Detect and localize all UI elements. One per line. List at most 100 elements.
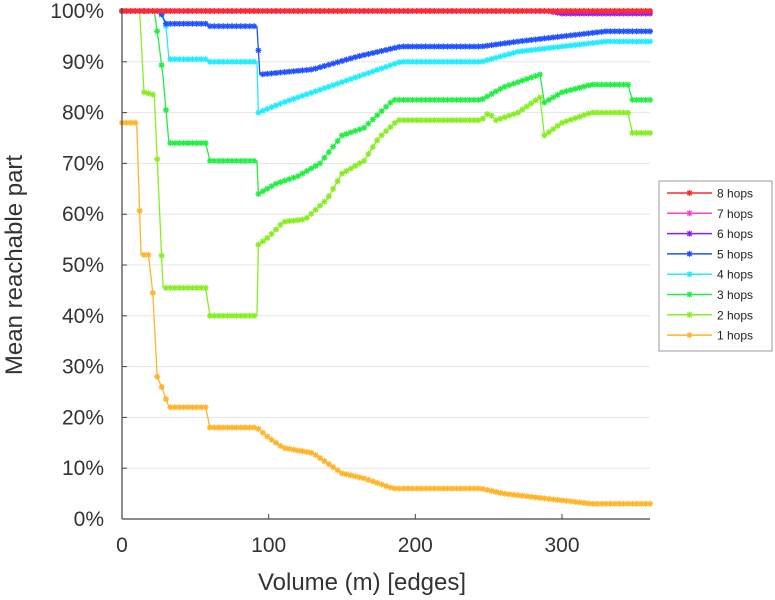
data-point-marker: [453, 8, 460, 14]
data-point-marker: [567, 32, 574, 39]
data-point-marker: [603, 28, 609, 35]
data-point-marker: [176, 404, 183, 411]
data-point-marker: [312, 8, 319, 14]
data-point-marker: [251, 312, 257, 319]
data-point-marker: [163, 8, 169, 14]
data-point-marker: [167, 56, 174, 63]
data-point-marker: [176, 20, 183, 27]
data-point-marker: [268, 231, 275, 238]
data-point-marker: [215, 424, 222, 431]
data-point-marker: [215, 23, 222, 30]
data-point-marker: [497, 53, 504, 60]
data-point-marker: [343, 8, 350, 14]
data-point-marker: [647, 8, 653, 14]
data-point-marker: [198, 20, 205, 27]
data-point-marker: [215, 157, 222, 164]
data-point-marker: [488, 487, 495, 494]
data-point-marker: [391, 44, 398, 51]
data-point-marker: [466, 8, 473, 14]
data-point-marker: [391, 8, 398, 14]
data-point-marker: [365, 120, 372, 127]
data-point-marker: [189, 20, 196, 27]
data-point-marker: [418, 8, 425, 14]
series-line: [122, 122, 650, 505]
data-point-marker: [361, 124, 367, 131]
data-point-marker: [356, 53, 363, 60]
data-point-marker: [176, 8, 183, 14]
data-point-marker: [466, 43, 473, 50]
data-point-marker: [259, 71, 266, 78]
data-point-marker: [325, 61, 332, 68]
data-point-marker: [537, 494, 543, 501]
data-point-marker: [383, 63, 389, 70]
data-point-marker: [369, 8, 376, 14]
data-point-marker: [532, 36, 539, 43]
data-point-marker: [347, 76, 354, 83]
data-point-marker: [299, 92, 306, 99]
data-point-marker: [581, 41, 587, 48]
data-point-marker: [369, 116, 376, 123]
data-point-marker: [506, 82, 513, 89]
data-point-marker: [497, 8, 504, 14]
data-point-marker: [207, 58, 213, 65]
data-point-marker: [365, 8, 372, 14]
data-point-marker: [290, 446, 297, 453]
y-tick-label: 20%: [62, 406, 104, 429]
data-point-marker: [317, 64, 323, 71]
data-point-marker: [581, 30, 587, 37]
data-point-marker: [449, 96, 455, 103]
legend-label: 4 hops: [717, 268, 753, 282]
data-point-marker: [462, 117, 469, 124]
data-point-marker: [629, 96, 636, 103]
data-point-marker: [264, 8, 271, 14]
data-point-marker: [523, 47, 530, 54]
data-point-marker: [356, 8, 363, 14]
data-point-marker: [259, 188, 266, 195]
data-point-marker: [431, 58, 438, 65]
legend-item: 2 hops: [667, 308, 753, 322]
data-point-marker: [488, 90, 495, 97]
data-point-marker: [413, 485, 420, 492]
legend-label: 5 hops: [717, 247, 753, 261]
data-point-marker: [427, 485, 433, 492]
data-point-marker: [268, 70, 275, 77]
data-point-marker: [532, 8, 539, 14]
data-point-marker: [396, 59, 403, 66]
data-point-marker: [167, 20, 174, 27]
data-point-marker: [321, 63, 328, 70]
data-point-marker: [427, 43, 433, 50]
data-point-marker: [303, 91, 310, 98]
data-point-marker: [242, 157, 249, 164]
data-point-marker: [193, 56, 200, 63]
data-point-marker: [378, 8, 385, 14]
data-point-marker: [541, 99, 548, 106]
data-point-marker: [475, 96, 482, 103]
data-point-marker: [246, 23, 253, 30]
data-point-marker: [167, 404, 174, 411]
data-point-marker: [559, 89, 565, 96]
data-point-marker: [427, 58, 433, 65]
data-point-marker: [440, 96, 447, 103]
data-point-marker: [255, 190, 262, 197]
data-point-marker: [611, 109, 618, 116]
data-point-marker: [369, 144, 376, 151]
data-point-marker: [207, 23, 213, 30]
data-point-marker: [541, 8, 548, 14]
data-point-marker: [185, 20, 191, 27]
data-point-marker: [638, 8, 645, 14]
data-point-marker: [334, 467, 341, 474]
data-point-marker: [528, 493, 535, 500]
data-point-marker: [418, 43, 425, 50]
data-point-marker: [638, 500, 645, 507]
data-point-marker: [299, 448, 306, 455]
legend-item: 4 hops: [667, 268, 753, 282]
data-point-marker: [259, 429, 266, 436]
data-point-marker: [532, 46, 539, 53]
data-point-marker: [603, 500, 609, 507]
data-point-marker: [281, 69, 288, 76]
data-point-marker: [413, 96, 420, 103]
data-point-marker: [545, 96, 552, 103]
data-point-marker: [418, 485, 425, 492]
data-point-marker: [629, 28, 636, 35]
data-point-marker: [616, 81, 623, 88]
